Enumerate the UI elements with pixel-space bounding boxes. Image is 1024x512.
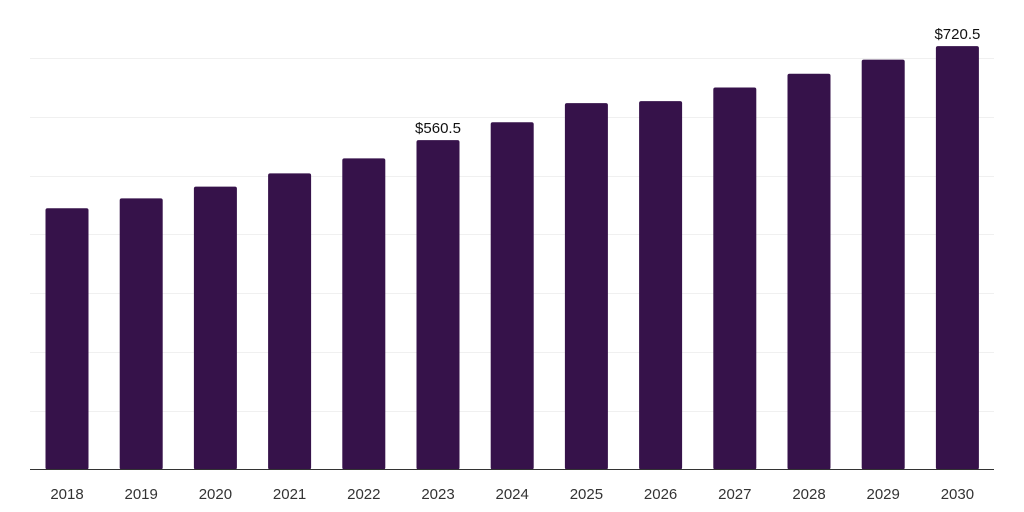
x-tick-label-2022: 2022 — [347, 486, 380, 503]
bar-2029[interactable] — [861, 59, 905, 470]
bar-2022[interactable] — [342, 158, 386, 470]
bar-2030[interactable] — [935, 46, 979, 470]
bar-2019[interactable] — [119, 198, 163, 470]
bar-2025[interactable] — [564, 103, 608, 470]
x-tick-label-2025: 2025 — [570, 486, 603, 503]
x-tick-label-2021: 2021 — [273, 486, 306, 503]
bar-2021[interactable] — [268, 173, 312, 470]
data-label-2023: $560.5 — [415, 120, 461, 137]
x-tick-label-2023: 2023 — [421, 486, 454, 503]
bar-2026[interactable] — [639, 101, 683, 470]
bar-2027[interactable] — [713, 87, 757, 470]
data-labels: $560.5 $720.5 — [415, 26, 980, 137]
x-tick-label-2028: 2028 — [792, 486, 825, 503]
x-tick-label-2027: 2027 — [718, 486, 751, 503]
x-tick-label-2030: 2030 — [941, 486, 974, 503]
x-tick-labels: 2018 2019 2020 2021 2022 2023 2024 2025 2026 2027… — [50, 486, 974, 503]
bar-2028[interactable] — [787, 73, 831, 470]
x-tick-label-2019: 2019 — [125, 486, 158, 503]
bar-2020[interactable] — [193, 186, 237, 470]
bar-2023[interactable] — [416, 140, 460, 470]
x-tick-label-2026: 2026 — [644, 486, 677, 503]
x-tick-label-2020: 2020 — [199, 486, 232, 503]
x-tick-label-2018: 2018 — [50, 486, 83, 503]
data-label-2030: $720.5 — [934, 26, 980, 43]
bar-2024[interactable] — [490, 122, 534, 470]
bar-2018[interactable] — [45, 208, 89, 470]
x-tick-label-2024: 2024 — [496, 486, 529, 503]
x-tick-label-2029: 2029 — [867, 486, 900, 503]
bars — [45, 46, 979, 470]
